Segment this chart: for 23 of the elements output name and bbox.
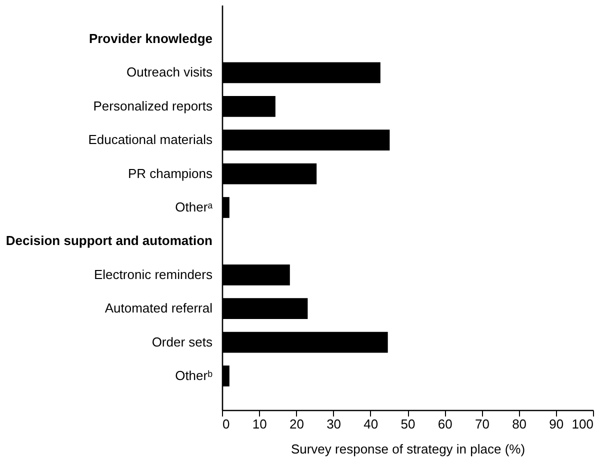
x-tick-label: 90 — [549, 416, 564, 432]
x-tick-label: 30 — [326, 416, 342, 432]
y-tick-label: Decision support and automation — [6, 233, 213, 248]
x-tick-label: 20 — [289, 416, 304, 432]
x-tick-label: 0 — [222, 416, 230, 432]
y-tick-label: Provider knowledge — [88, 31, 212, 46]
x-tick-label: 10 — [252, 416, 267, 432]
y-tick-label: Electronic reminders — [94, 266, 213, 282]
x-tick-label: 70 — [474, 416, 490, 432]
y-tick-label: Order sets — [152, 334, 213, 350]
x-tick-label: 40 — [364, 416, 378, 432]
x-tick-label: 100 — [572, 416, 594, 432]
y-tick-label: Automated referral — [104, 300, 213, 316]
x-axis-title: Survey response of strategy in place (%) — [290, 442, 526, 456]
y-tick-label: Educational materials — [88, 132, 213, 148]
y-tick-label: Outreach visits — [126, 64, 213, 80]
x-tick-label: 80 — [512, 416, 527, 432]
x-tick-label: 50 — [400, 416, 416, 432]
y-tick-label: Otherᵃ — [175, 200, 213, 214]
x-tick-label: 60 — [438, 416, 452, 432]
y-tick-label: Personalized reports — [93, 98, 213, 114]
y-tick-label: Otherᵇ — [175, 368, 213, 383]
y-tick-label: PR champions — [128, 166, 213, 181]
